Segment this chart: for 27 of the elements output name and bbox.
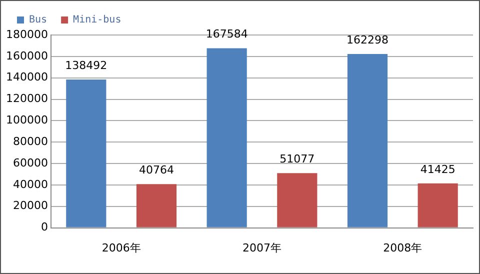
data-label: 51077 bbox=[280, 152, 315, 166]
data-label: 40764 bbox=[138, 163, 174, 176]
y-tick-label: 0 bbox=[40, 220, 48, 234]
data-label: 138492 bbox=[65, 58, 108, 72]
x-tick-label: 2007年 bbox=[242, 241, 282, 254]
bar bbox=[347, 54, 388, 228]
y-tick-label: 40000 bbox=[12, 178, 48, 191]
legend-label: Mini-bus bbox=[73, 14, 122, 26]
bar bbox=[277, 173, 318, 228]
data-label: 41425 bbox=[420, 162, 456, 176]
data-label: 167584 bbox=[206, 28, 248, 41]
y-tick-label: 20000 bbox=[12, 199, 48, 212]
y-tick-label: 60000 bbox=[12, 156, 48, 170]
x-tick-label: 2008年 bbox=[383, 241, 422, 254]
y-tick-label: 140000 bbox=[6, 70, 48, 84]
legend-label: Bus bbox=[29, 14, 48, 26]
x-tick-label: 2006年 bbox=[102, 241, 141, 254]
bar bbox=[206, 48, 247, 228]
y-tick-label: 160000 bbox=[6, 49, 48, 62]
y-tick-label: 100000 bbox=[6, 114, 48, 127]
bar bbox=[66, 79, 106, 228]
bar bbox=[418, 183, 458, 228]
y-tick-label: 180000 bbox=[6, 28, 48, 41]
y-tick-label: 120000 bbox=[6, 92, 48, 106]
bar bbox=[136, 184, 177, 228]
y-tick-label: 80000 bbox=[12, 134, 48, 148]
data-label: 162298 bbox=[346, 33, 388, 46]
